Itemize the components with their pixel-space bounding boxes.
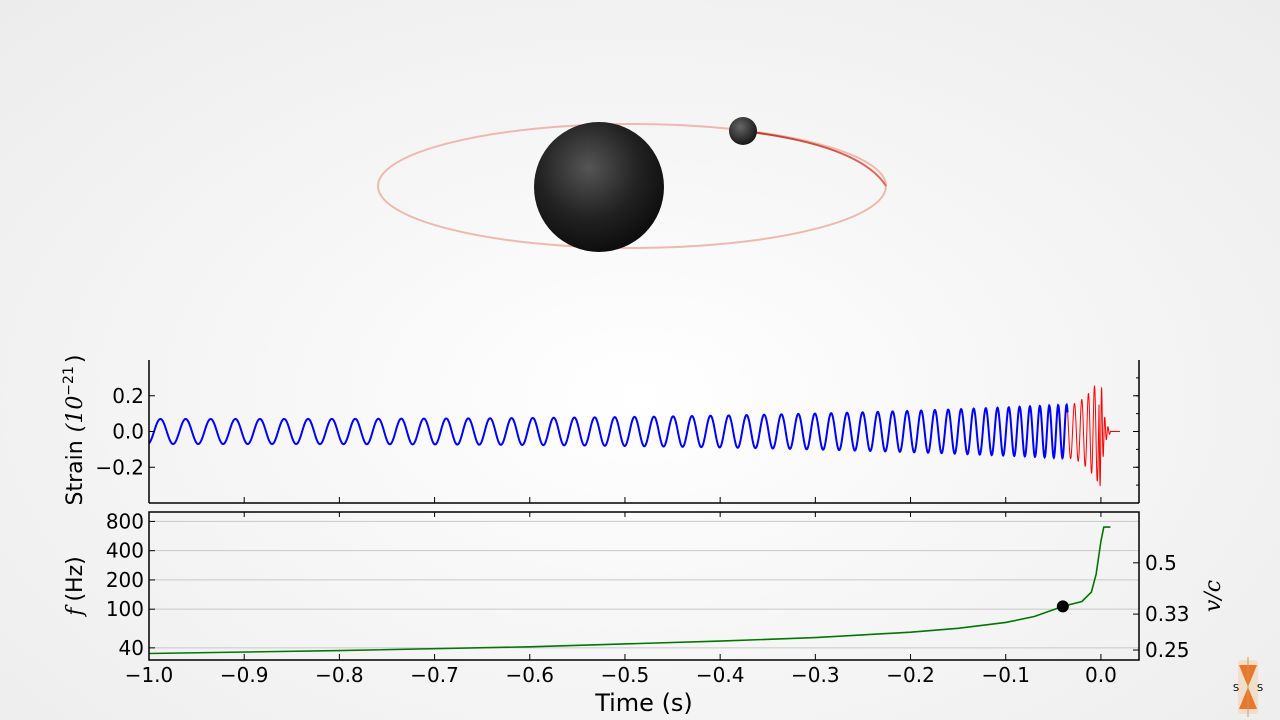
x-tick-label: −1.0 — [125, 663, 174, 687]
strain-ylabel: Strain(10−21) — [61, 355, 88, 506]
frequency-ytick-label: 40 — [119, 636, 144, 660]
right-tick-label: 0.33 — [1145, 602, 1190, 626]
large-black-hole — [534, 122, 664, 252]
frequency-panel: 800 400 200 100 40 0.5 0.33 0.25 −1.0 −0.9 −0.8 −… — [63, 509, 1226, 717]
frequency-series — [149, 526, 1111, 655]
x-axis-label: Time (s) — [594, 689, 693, 717]
frequency-ytick-label: 800 — [106, 509, 144, 533]
strain-series-inspiral — [149, 402, 1069, 461]
frequency-ytick-label: 400 — [106, 539, 144, 563]
x-tick-label: −0.3 — [791, 663, 840, 687]
strain-ytick-label: 0.2 — [112, 384, 144, 408]
x-tick-label: −0.2 — [886, 663, 935, 687]
right-tick-label: 0.25 — [1145, 638, 1190, 662]
x-tick-label: −0.7 — [410, 663, 459, 687]
strain-ytick-label: −0.2 — [95, 455, 144, 479]
x-tick-label: −0.5 — [601, 663, 650, 687]
strain-ytick-label: 0.0 — [112, 420, 144, 444]
frequency-ylabel: f(Hz) — [63, 556, 88, 617]
strain-panel: 0.2 0.0 −0.2 Strain(10−21) — [61, 355, 1140, 506]
sxs-logo-icon: S S — [1233, 657, 1263, 717]
frequency-marker — [1056, 600, 1069, 613]
svg-text:S: S — [1257, 683, 1263, 694]
svg-text:S: S — [1233, 683, 1239, 694]
right-axis-label: v/c — [1201, 580, 1226, 612]
frequency-frame — [148, 511, 1140, 661]
strain-series-merger — [1067, 385, 1120, 487]
frequency-ytick-label: 100 — [106, 597, 144, 621]
x-tick-label: 0.0 — [1085, 663, 1117, 687]
x-tick-label: −0.6 — [505, 663, 554, 687]
x-tick-label: −0.1 — [981, 663, 1030, 687]
right-tick-label: 0.5 — [1145, 551, 1177, 575]
orbit-trail — [742, 130, 887, 187]
x-tick-label: −0.4 — [696, 663, 745, 687]
orbit-illustration — [377, 117, 887, 252]
frequency-ytick-label: 200 — [106, 568, 144, 592]
small-black-hole — [729, 117, 757, 145]
x-tick-label: −0.8 — [315, 663, 364, 687]
x-tick-label: −0.9 — [220, 663, 269, 687]
